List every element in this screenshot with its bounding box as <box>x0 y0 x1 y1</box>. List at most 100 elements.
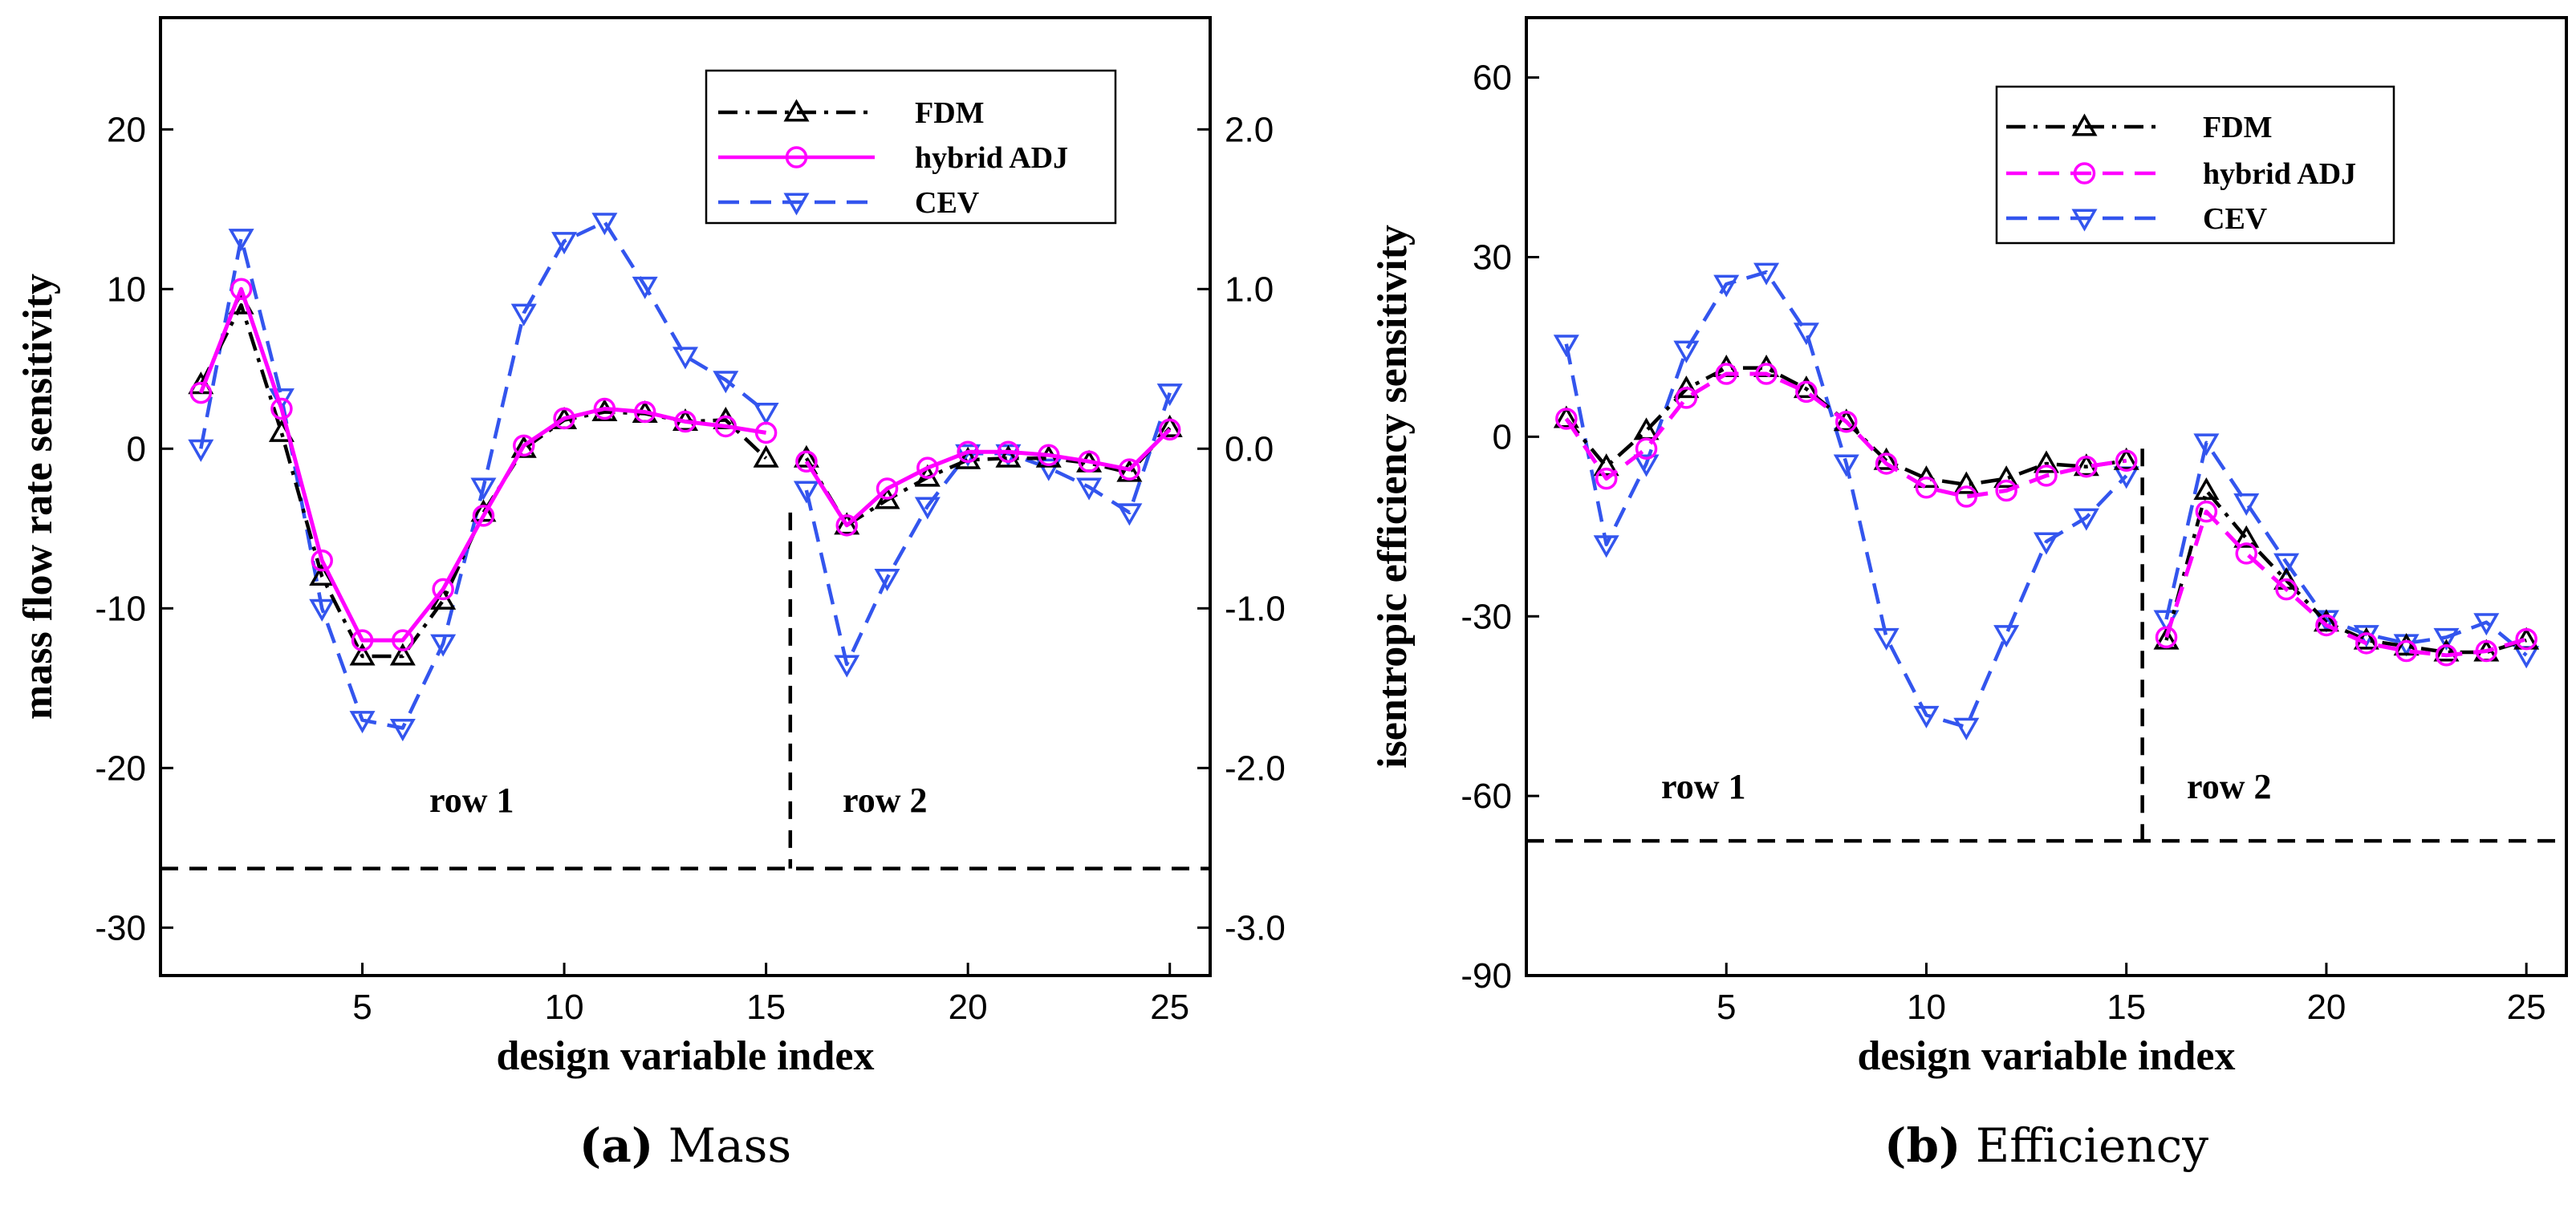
y-tick-label: -10 <box>95 589 146 628</box>
legend-label-fdm: FDM <box>2203 111 2273 144</box>
data-point <box>1675 387 1698 409</box>
data-point <box>349 711 376 734</box>
data-point <box>632 276 658 299</box>
y2-ticks: 2.0 1.0 0.0 -1.0 -2.0 -3.0 <box>1197 110 1286 947</box>
legend-marker <box>785 146 808 168</box>
data-point <box>1118 458 1141 481</box>
series-line <box>1564 371 2127 499</box>
legend-sample-hybrid-adj <box>718 146 875 168</box>
data-point <box>633 400 656 424</box>
data-point <box>1953 471 1980 494</box>
row-2-label: row 2 <box>843 781 928 820</box>
data-point <box>470 477 497 501</box>
data-point <box>714 415 737 438</box>
legend-sample-fdm <box>718 99 875 122</box>
data-point <box>876 477 899 500</box>
data-point <box>309 598 335 622</box>
data-point <box>672 347 699 370</box>
series-line <box>2164 509 2527 658</box>
y2-tick-label: 2.0 <box>1225 110 1274 149</box>
series-line <box>2164 489 2527 655</box>
data-point <box>2033 450 2060 473</box>
data-point <box>914 497 941 520</box>
y-tick-label: -30 <box>95 908 146 947</box>
y-tick-label: -60 <box>1461 777 1512 816</box>
data-point <box>995 444 1022 468</box>
data-point <box>472 505 495 527</box>
legend: FDM hybrid ADJ CEV <box>705 69 1117 225</box>
y-tick-label: 20 <box>107 110 146 149</box>
data-point <box>874 568 900 592</box>
y2-tick-label: -3.0 <box>1225 908 1286 947</box>
data-point <box>1713 274 1740 298</box>
legend-marker <box>2073 162 2096 185</box>
data-point <box>1035 458 1062 481</box>
data-point <box>1913 465 1940 489</box>
legend-box <box>705 69 1117 225</box>
row-divider-lines <box>160 512 1210 870</box>
data-point <box>713 371 739 394</box>
data-point <box>1793 323 1819 346</box>
data-point <box>1835 410 1858 433</box>
data-point <box>1995 479 2017 502</box>
series-layer <box>188 213 1183 742</box>
data-point <box>1755 363 1778 385</box>
data-point <box>916 456 939 479</box>
data-point <box>1913 705 1940 728</box>
y-tick-label: -20 <box>95 749 146 788</box>
y-axis-title: mass flow rate sensitivity <box>15 274 61 720</box>
data-point <box>2473 613 2500 636</box>
data-point <box>1715 363 1737 385</box>
y-axis-title: isentropic efficiency sensitivity <box>1370 225 1416 769</box>
data-point <box>1158 418 1181 441</box>
plot-frame <box>1525 16 2568 977</box>
data-point <box>270 397 293 420</box>
caption-b-title: Efficiency <box>1976 1118 2208 1173</box>
data-point <box>2193 477 2220 501</box>
series-cev <box>1553 262 2540 740</box>
row-2-label: row 2 <box>2187 767 2272 806</box>
data-point <box>2233 493 2260 516</box>
data-point <box>1038 444 1060 467</box>
data-point <box>2033 532 2060 555</box>
y2-tick-label: 0.0 <box>1225 429 1274 469</box>
legend: FDM hybrid ADJ CEV <box>1995 85 2395 245</box>
data-point <box>2355 632 2378 655</box>
y-ticks: 60 30 0 -30 -60 -90 <box>1461 59 1539 996</box>
legend-box <box>1995 85 2395 245</box>
data-point <box>470 499 497 522</box>
data-point <box>2235 542 2257 565</box>
series-line <box>198 286 766 643</box>
data-point <box>1793 375 1819 399</box>
legend-label-fdm: FDM <box>915 96 985 130</box>
caption-a-title: Mass <box>668 1118 792 1173</box>
series-line <box>1564 270 2128 729</box>
data-point <box>1156 414 1183 437</box>
data-point <box>2393 633 2420 656</box>
data-point <box>311 549 333 572</box>
data-point <box>1873 627 1899 651</box>
data-point <box>834 512 860 535</box>
data-point <box>2275 578 2298 601</box>
y-tick-label: 0 <box>1493 417 1512 456</box>
y-tick-label: -90 <box>1461 956 1512 996</box>
data-point <box>432 578 454 601</box>
data-point <box>957 440 979 464</box>
series-layer <box>1553 262 2540 740</box>
data-point <box>392 629 414 651</box>
data-point <box>1156 383 1183 407</box>
legend-label-cev: CEV <box>2203 202 2268 236</box>
data-point <box>351 629 374 651</box>
series-line <box>199 220 767 730</box>
legend-sample-fdm <box>2006 113 2163 136</box>
data-point <box>553 407 575 430</box>
series-cev <box>188 213 1183 742</box>
x-tick-label: 10 <box>1907 988 1946 1027</box>
data-point <box>2155 626 2178 649</box>
data-point <box>1795 380 1818 404</box>
data-point <box>1833 454 1859 477</box>
data-point <box>510 303 537 327</box>
data-point <box>874 486 900 509</box>
data-point <box>1076 477 1103 501</box>
